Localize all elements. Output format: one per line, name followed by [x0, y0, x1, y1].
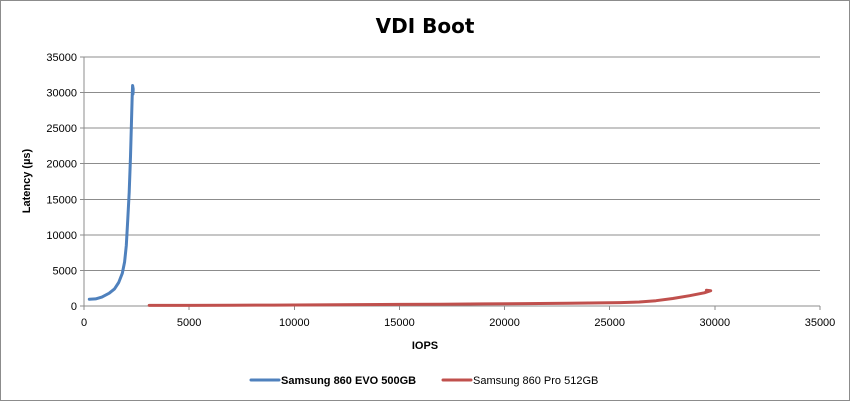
y-tick-label: 10000	[46, 230, 77, 242]
y-tick-label: 25000	[46, 123, 77, 135]
x-tick-label: 5000	[177, 317, 201, 329]
x-axis-label: IOPS	[412, 340, 438, 352]
x-tick-label: 20000	[489, 317, 520, 329]
x-tick-label: 0	[81, 317, 87, 329]
series-line-evo	[87, 84, 135, 301]
x-tick-label: 25000	[594, 317, 625, 329]
y-tick-label: 35000	[46, 52, 77, 64]
legend-label-pro: Samsung 860 Pro 512GB	[473, 375, 598, 387]
y-tick-label: 0	[71, 301, 77, 313]
legend: Samsung 860 EVO 500GB Samsung 860 Pro 51…	[249, 375, 598, 387]
x-tick-label: 30000	[700, 317, 731, 329]
x-tick-label: 10000	[279, 317, 310, 329]
series-line-pro	[147, 288, 713, 307]
y-axis-label: Latency (µs)	[21, 148, 33, 213]
y-axis-ticks: 0 5000 10000 15000 20000 25000 30000 35000	[46, 52, 84, 313]
chart-title: VDI Boot	[376, 14, 475, 38]
y-tick-label: 20000	[46, 159, 77, 171]
x-axis-ticks: 0 5000 10000 15000 20000 25000 30000 35000	[81, 306, 835, 329]
y-tick-label: 15000	[46, 194, 77, 206]
gridlines	[84, 56, 820, 271]
y-tick-label: 5000	[53, 265, 77, 277]
x-tick-label: 35000	[805, 317, 836, 329]
axes	[83, 57, 820, 307]
x-tick-label: 15000	[384, 317, 415, 329]
series-lines	[87, 84, 713, 307]
legend-label-evo: Samsung 860 EVO 500GB	[281, 375, 416, 387]
y-tick-label: 30000	[46, 88, 77, 100]
